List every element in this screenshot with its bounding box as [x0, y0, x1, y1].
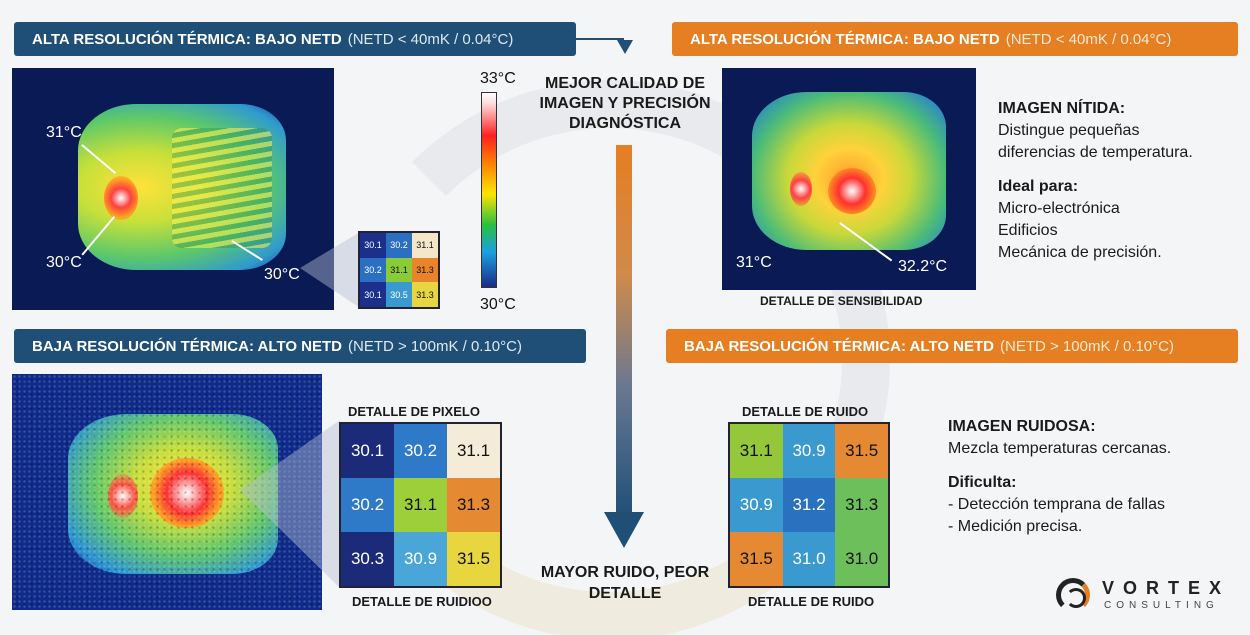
grid-cell: 31.1: [730, 424, 783, 478]
pixel-grid-small: 30.1 30.2 31.1 30.2 31.1 31.3 30.1 30.5 31.3: [358, 231, 440, 309]
hot-spot: [108, 474, 138, 518]
temp-label: 30°C: [264, 266, 300, 283]
banner-bottom-right: BAJA RESOLUCIÓN TÉRMICA: ALTO NETD (NETD…: [666, 329, 1238, 363]
banner-netd: (NETD > 100mK / 0.10°C): [348, 337, 522, 355]
banner-title: ALTA RESOLUCIÓN TÉRMICA: BAJO NETD: [32, 30, 342, 48]
temp-label: 31°C: [736, 254, 772, 271]
grid-cell: 30.1: [360, 233, 386, 258]
grid-cell: 31.3: [412, 257, 438, 283]
hot-spot: [104, 176, 138, 220]
info-heading: IMAGEN RUIDOSA:: [948, 418, 1096, 435]
sensitivity-caption: DETALLE DE SENSIBILIDAD: [760, 294, 923, 308]
banner-connector: [576, 38, 624, 40]
thermal-image-sensitivity: 31°C 32.2°C: [722, 68, 976, 290]
temp-label: 30°C: [46, 254, 82, 271]
grid-cell: 30.5: [386, 282, 412, 307]
pixel-grid-title: DETALLE DE PIXELO: [348, 404, 480, 419]
thermal-image-high-res: 31°C 30°C 30°C: [12, 68, 334, 310]
info-heading: IMAGEN NÍTIDA:: [998, 100, 1126, 117]
grid-cell: 30.9: [782, 424, 836, 478]
banner-title: BAJA RESOLUCIÓN TÉRMICA: ALTO NETD: [32, 337, 342, 355]
banner-title: BAJA RESOLUCIÓN TÉRMICA: ALTO NETD: [684, 337, 994, 355]
motor-fins: [172, 128, 272, 248]
grid-cell: 30.2: [386, 233, 412, 258]
grid-cell: 31.3: [835, 478, 888, 532]
center-bottom-text: MAYOR RUIDO, PEOR DETALLE: [540, 564, 710, 602]
vortex-logo: VORTEX CONSULTING: [1056, 576, 1236, 616]
grid-cell: 30.1: [360, 282, 386, 307]
info-text: Mezcla temperaturas cercanas.: [948, 440, 1172, 457]
grid-cell: 31.1: [447, 424, 500, 478]
grid-cell: 30.1: [341, 424, 394, 478]
info-item: Mecánica de precisión.: [998, 244, 1162, 261]
banner-netd: (NETD < 40mK / 0.04°C): [1005, 30, 1172, 48]
top-info-block: IMAGEN NÍTIDA: Distingue pequeñas difere…: [998, 98, 1193, 264]
grid-cell: 31.0: [835, 532, 888, 586]
info-text: diferencias de temperatura.: [998, 144, 1193, 161]
info-item: - Medición precisa.: [948, 518, 1083, 535]
info-item: Edificios: [998, 222, 1058, 239]
noise-grid-caption: DETALLE DE RUIDO: [748, 594, 875, 609]
info-text: Distingue pequeñas: [998, 122, 1140, 139]
info-item: Micro-electrónica: [998, 200, 1120, 217]
grid-cell: 30.9: [394, 532, 447, 586]
grid-cell: 31.1: [394, 478, 447, 532]
info-heading: Ideal para:: [998, 178, 1079, 195]
banner-netd: (NETD > 100mK / 0.10°C): [1000, 337, 1174, 355]
grid-cell: 31.3: [447, 478, 500, 532]
temp-label: 32.2°C: [898, 258, 948, 275]
center-top-text: MEJOR CALIDAD DE IMAGEN Y PRECISIÓN DIAG…: [539, 75, 711, 132]
zoom-wedge: [240, 420, 340, 588]
banner-title: ALTA RESOLUCIÓN TÉRMICA: BAJO NETD: [690, 30, 1000, 48]
grid-cell: 31.2: [782, 478, 836, 532]
info-item: - Detección temprana de fallas: [948, 496, 1165, 513]
zoom-wedge: [300, 232, 360, 308]
noise-grid-title: DETALLE DE RUIDO: [742, 404, 869, 419]
hot-spot: [828, 168, 876, 214]
banner-netd: (NETD < 40mK / 0.04°C): [347, 30, 514, 48]
scale-min-label: 30°C: [480, 296, 516, 313]
grid-cell: 31.5: [730, 532, 783, 586]
grid-cell: 30.2: [394, 424, 447, 478]
arrow-down-icon: [617, 40, 633, 54]
grid-cell: 31.5: [835, 424, 888, 478]
grid-cell: 31.0: [782, 532, 836, 586]
grid-cell: 30.2: [341, 478, 394, 532]
quality-arrow: [616, 145, 632, 517]
grid-cell: 31.3: [412, 282, 438, 307]
banner-bottom-left: BAJA RESOLUCIÓN TÉRMICA: ALTO NETD (NETD…: [14, 329, 586, 363]
grid-cell: 31.5: [447, 532, 500, 586]
hot-spot: [790, 172, 812, 206]
grid-cell: 31.1: [386, 257, 412, 283]
scale-max-label: 33°C: [480, 70, 516, 87]
grid-cell: 30.2: [360, 257, 386, 283]
logo-name: VORTEX: [1102, 578, 1231, 598]
pixel-grid: 30.1 30.2 31.1 30.2 31.1 31.3 30.3 30.9 31.5: [339, 422, 502, 588]
noise-grid: 31.1 30.9 31.5 30.9 31.2 31.3 31.5 31.0 31.0: [728, 422, 890, 588]
noise-overlay: [12, 374, 322, 610]
color-scale-bar: [481, 92, 497, 288]
bottom-info-block: IMAGEN RUIDOSA: Mezcla temperaturas cerc…: [948, 416, 1171, 538]
info-heading: Dificulta:: [948, 474, 1017, 491]
vortex-swirl-icon: [1056, 578, 1090, 612]
logo-subtitle: CONSULTING: [1104, 600, 1219, 611]
banner-top-left: ALTA RESOLUCIÓN TÉRMICA: BAJO NETD (NETD…: [14, 22, 576, 56]
grid-cell: 31.1: [412, 233, 438, 258]
grid-cell: 30.9: [730, 478, 783, 532]
arrow-down-icon: [604, 512, 644, 548]
temp-label: 31°C: [46, 124, 82, 141]
pixel-grid-caption: DETALLE DE RUIDIOO: [352, 594, 492, 609]
hot-spot: [150, 458, 224, 528]
thermal-image-low-res: [12, 374, 322, 610]
grid-cell: 30.3: [341, 532, 394, 586]
banner-top-right: ALTA RESOLUCIÓN TÉRMICA: BAJO NETD (NETD…: [672, 22, 1238, 56]
